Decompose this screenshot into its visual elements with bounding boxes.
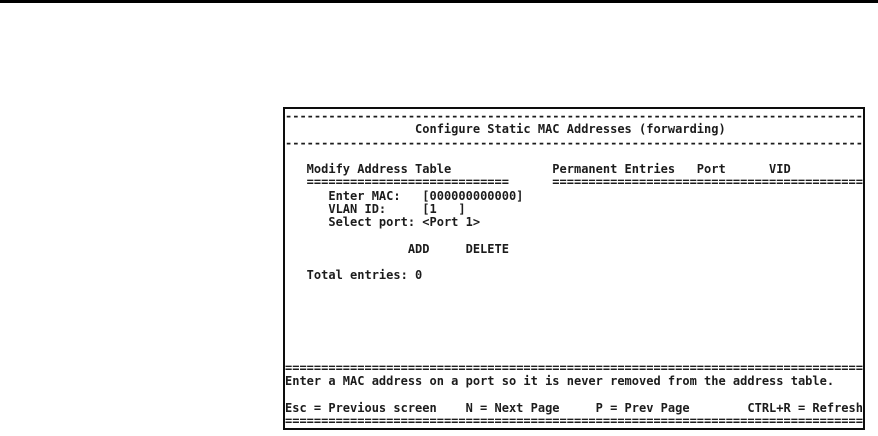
- divider-equals-bottom: ========================================…: [285, 413, 863, 428]
- key-hint-next-page: N = Next Page: [465, 400, 560, 415]
- modify-address-table-heading: Modify Address Table: [306, 162, 452, 176]
- divider-dashes-top: ----------------------------------------…: [285, 109, 863, 123]
- permanent-entries-underline: ========================================…: [552, 175, 863, 190]
- select-port-label: Select port:: [328, 215, 416, 229]
- divider-equals-status: ========================================…: [285, 360, 863, 375]
- key-hint-prev-page: P = Prev Page: [595, 400, 690, 415]
- vlan-id-label: VLAN ID:: [328, 201, 387, 216]
- select-port-field[interactable]: <Port 1>: [422, 215, 481, 229]
- enter-mac-field[interactable]: [000000000000]: [422, 188, 524, 203]
- enter-mac-label: Enter MAC:: [328, 188, 401, 203]
- key-hint-previous-screen: Esc = Previous screen: [285, 400, 437, 415]
- key-hint-refresh: CTRL+R = Refresh: [747, 400, 863, 415]
- permanent-entries-heading: Permanent Entries: [552, 162, 676, 176]
- page-title: Configure Static MAC Addresses (forwardi…: [415, 122, 726, 137]
- delete-button[interactable]: DELETE: [465, 241, 509, 256]
- page-top-rule: [0, 0, 878, 3]
- modify-table-underline: ============================: [306, 175, 509, 190]
- vid-column-header: VID: [769, 162, 791, 176]
- terminal-screen: ----------------------------------------…: [283, 107, 865, 430]
- port-column-header: Port: [696, 162, 726, 176]
- total-entries-value: 0: [415, 268, 423, 282]
- divider-dashes-under-title: ----------------------------------------…: [285, 135, 863, 150]
- vlan-id-field[interactable]: [1 ]: [422, 201, 466, 216]
- add-button[interactable]: ADD: [407, 241, 430, 256]
- status-message: Enter a MAC address on a port so it is n…: [285, 374, 835, 388]
- total-entries-label: Total entries:: [306, 268, 408, 282]
